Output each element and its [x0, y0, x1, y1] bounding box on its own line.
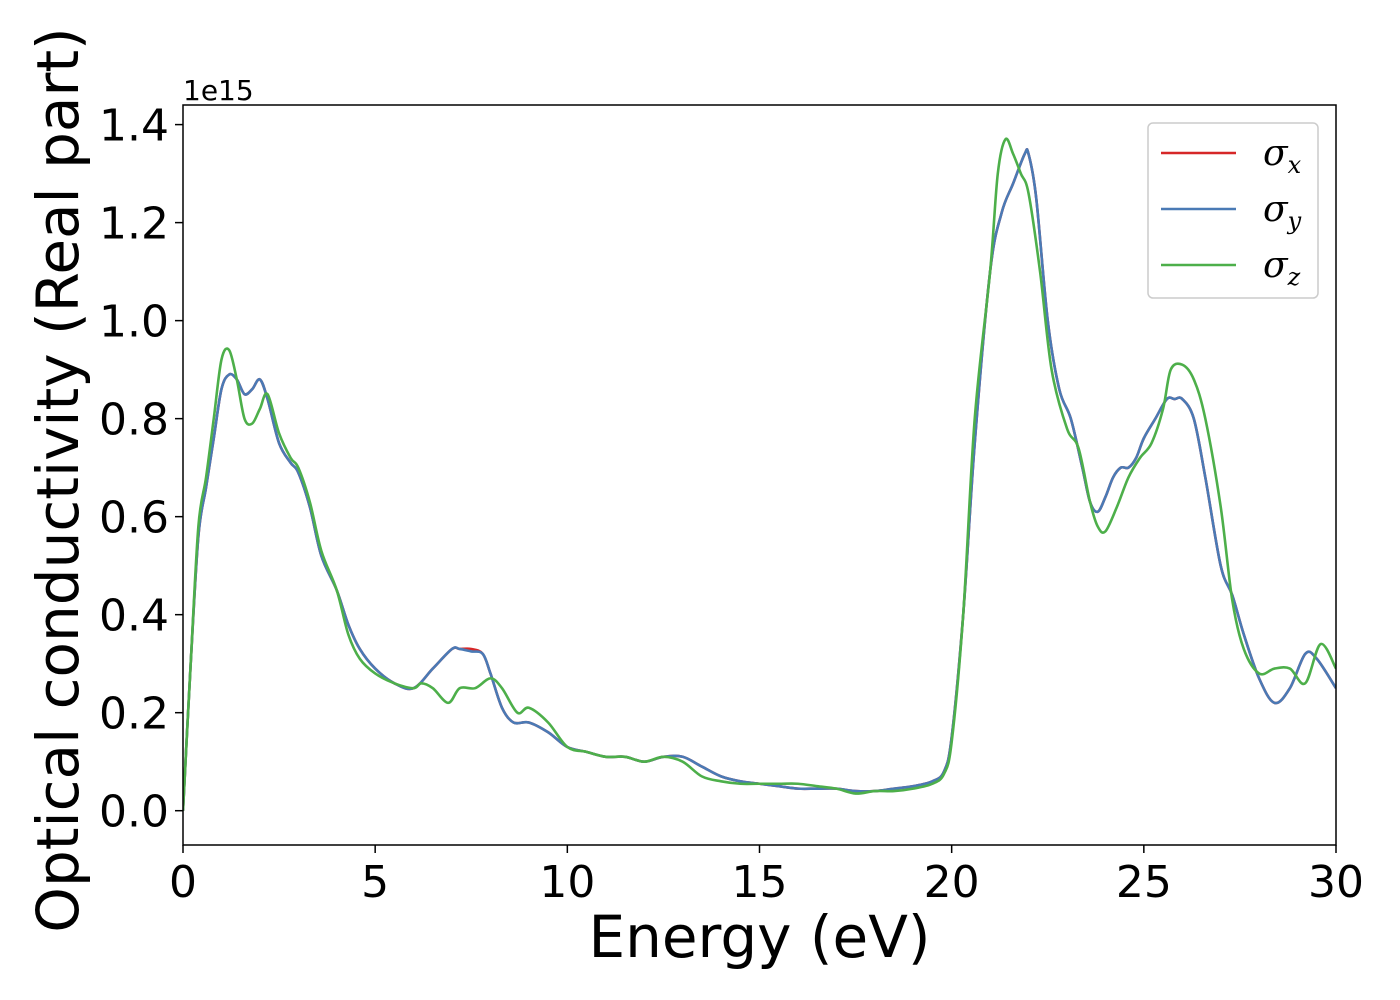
legend: σx σy σz — [1147, 122, 1319, 299]
y-tick-label: 1.4 — [99, 101, 169, 152]
y-axis: 0.0 0.2 0.4 0.6 0.8 1.0 1.2 1.4 — [99, 101, 183, 838]
x-tick-label: 10 — [539, 857, 595, 908]
series-line-y — [183, 148, 1336, 811]
x-tick-label: 5 — [361, 857, 389, 908]
y-offset-text: 1e15 — [183, 74, 254, 107]
legend-entry-x: σx — [1263, 133, 1302, 179]
series-lines — [183, 137, 1336, 811]
x-tick-label: 15 — [732, 857, 788, 908]
legend-entry-y: σy — [1263, 189, 1302, 235]
legend-box — [1147, 122, 1319, 299]
x-tick-label: 20 — [924, 857, 980, 908]
y-tick-label: 0.4 — [99, 591, 169, 642]
y-tick-label: 1.2 — [99, 199, 169, 250]
series-line-z — [183, 137, 1336, 811]
y-tick-label: 0.2 — [99, 689, 169, 740]
legend-entry-z: σz — [1263, 245, 1301, 291]
y-axis-label: Optical conductivity (Real part) — [24, 27, 92, 932]
x-axis-label: Energy (eV) — [588, 903, 930, 971]
x-tick-label: 25 — [1116, 857, 1172, 908]
x-axis: 0 5 10 15 20 25 30 — [169, 845, 1364, 908]
y-tick-label: 0.8 — [99, 395, 169, 446]
x-tick-label: 30 — [1308, 857, 1364, 908]
y-tick-label: 1.0 — [99, 297, 169, 348]
x-tick-label: 0 — [169, 857, 197, 908]
y-tick-label: 0.6 — [99, 493, 169, 544]
y-tick-label: 0.0 — [99, 787, 169, 838]
